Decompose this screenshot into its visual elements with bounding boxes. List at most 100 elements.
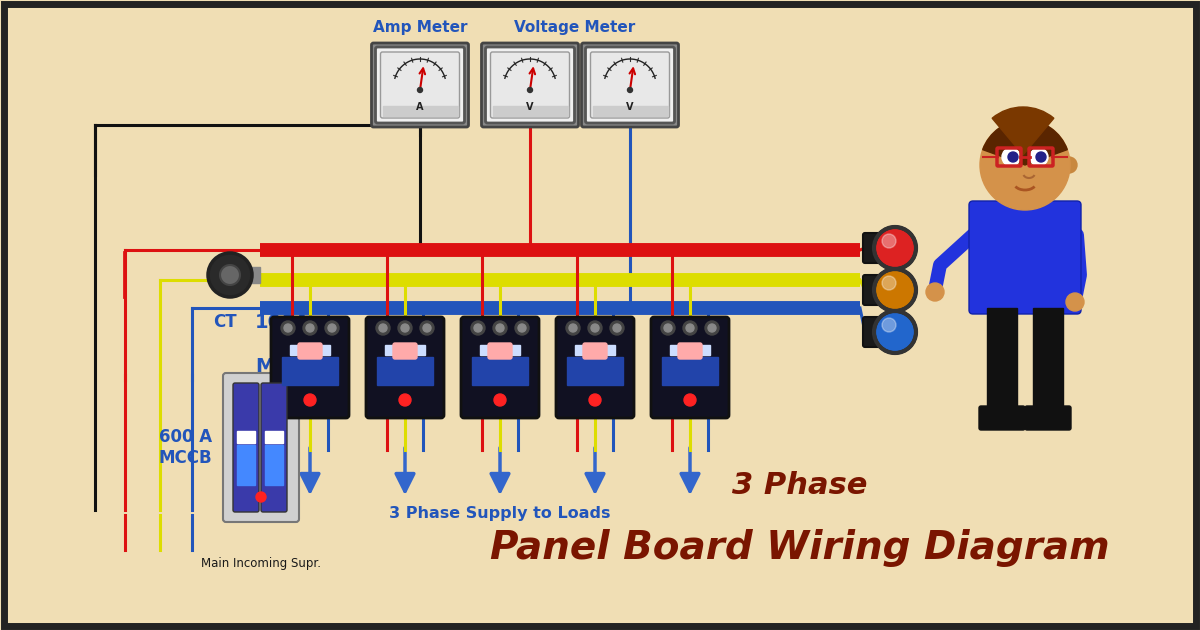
FancyBboxPatch shape [223,373,299,522]
Bar [265,431,283,443]
Text: A: A [416,102,424,112]
Circle shape [474,324,482,332]
Bar [248,267,260,283]
Circle shape [1002,148,1020,166]
Bar [383,106,457,116]
FancyBboxPatch shape [583,343,607,359]
Circle shape [874,311,916,353]
Circle shape [528,88,533,93]
Bar [282,357,338,385]
FancyBboxPatch shape [556,317,634,418]
Circle shape [376,321,390,335]
Circle shape [684,394,696,406]
FancyBboxPatch shape [486,47,575,123]
Bar [1018,202,1032,220]
Circle shape [220,265,240,285]
Bar [1033,308,1063,410]
Circle shape [882,318,896,332]
Wedge shape [983,120,1067,165]
FancyBboxPatch shape [1025,406,1072,430]
Bar [492,106,568,116]
Circle shape [208,253,252,297]
FancyBboxPatch shape [488,343,512,359]
Text: 100A

MCCB: 100A MCCB [254,314,318,377]
Circle shape [518,324,526,332]
Bar [377,357,433,385]
FancyBboxPatch shape [491,52,570,118]
Circle shape [494,394,506,406]
Circle shape [569,324,577,332]
FancyBboxPatch shape [863,317,892,347]
Bar [575,345,616,355]
Circle shape [613,324,622,332]
Text: 3 Phase: 3 Phase [732,471,868,500]
FancyBboxPatch shape [380,52,460,118]
Circle shape [325,321,340,335]
Circle shape [1061,157,1078,173]
Circle shape [379,324,386,332]
FancyBboxPatch shape [582,43,678,127]
Circle shape [882,276,896,290]
Text: Amp Meter: Amp Meter [373,20,467,35]
FancyBboxPatch shape [376,47,464,123]
Bar [593,106,667,116]
FancyBboxPatch shape [372,43,468,127]
Circle shape [496,324,504,332]
Circle shape [284,324,292,332]
Circle shape [418,88,422,93]
FancyBboxPatch shape [481,43,578,127]
FancyBboxPatch shape [863,275,892,305]
FancyBboxPatch shape [233,383,259,512]
Circle shape [493,321,508,335]
Circle shape [874,269,916,311]
Circle shape [1008,152,1018,162]
Text: 600 A
MCCB: 600 A MCCB [158,428,212,467]
Circle shape [302,321,317,335]
Circle shape [610,321,624,335]
Text: V: V [626,102,634,112]
Circle shape [592,324,599,332]
Circle shape [589,394,601,406]
FancyBboxPatch shape [586,47,674,123]
Bar [568,357,623,385]
Circle shape [1066,293,1084,311]
FancyBboxPatch shape [590,52,670,118]
Bar [670,345,710,355]
Circle shape [281,321,295,335]
Circle shape [706,321,719,335]
Wedge shape [992,107,1054,155]
Circle shape [628,88,632,93]
Circle shape [515,321,529,335]
Bar [236,431,256,443]
FancyBboxPatch shape [271,317,349,418]
FancyBboxPatch shape [366,317,444,418]
Circle shape [328,324,336,332]
Circle shape [398,394,410,406]
Circle shape [566,321,580,335]
FancyBboxPatch shape [970,201,1081,314]
Text: CT: CT [214,313,236,331]
Circle shape [686,324,694,332]
Circle shape [661,321,676,335]
Circle shape [470,321,485,335]
FancyBboxPatch shape [394,343,418,359]
Bar [986,308,1018,410]
Text: 3 Phase Supply to Loads: 3 Phase Supply to Loads [389,506,611,521]
Circle shape [306,324,314,332]
Circle shape [1030,148,1048,166]
Bar [662,357,718,385]
Circle shape [664,324,672,332]
Circle shape [1036,152,1046,162]
Circle shape [422,324,431,332]
Circle shape [874,227,916,269]
FancyBboxPatch shape [298,343,322,359]
Circle shape [980,120,1070,210]
Circle shape [401,324,409,332]
FancyBboxPatch shape [863,233,892,263]
Circle shape [683,321,697,335]
Text: Panel Board Wiring Diagram: Panel Board Wiring Diagram [490,529,1110,567]
Circle shape [708,324,716,332]
FancyBboxPatch shape [979,406,1025,430]
Circle shape [256,492,266,502]
FancyBboxPatch shape [678,343,702,359]
